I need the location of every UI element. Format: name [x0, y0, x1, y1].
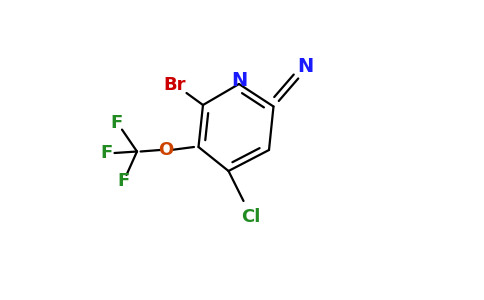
Text: Cl: Cl [242, 208, 261, 226]
Text: F: F [118, 172, 130, 190]
Text: N: N [297, 56, 313, 76]
Text: F: F [110, 114, 123, 132]
Text: F: F [101, 144, 113, 162]
Text: N: N [231, 71, 247, 91]
Text: O: O [158, 141, 173, 159]
Text: Br: Br [163, 76, 186, 94]
